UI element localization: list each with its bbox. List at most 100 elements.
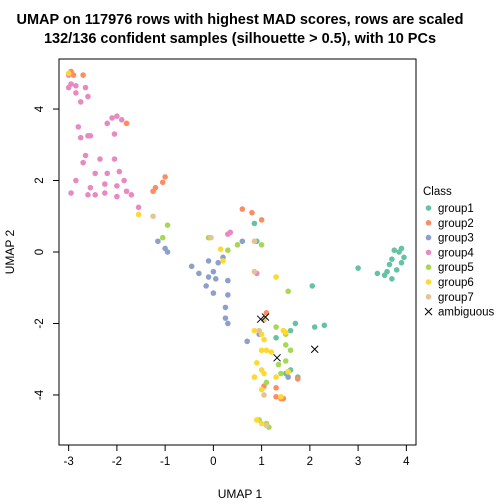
- x-tick-label: 2: [307, 456, 313, 468]
- group5-point: [234, 242, 241, 248]
- group6-point: [261, 336, 267, 343]
- legend: Class group1 group2 group3 group4 group5 grou…: [423, 186, 495, 319]
- group4-point: [73, 83, 79, 89]
- group5-point: [164, 222, 171, 228]
- group3-point: [203, 283, 209, 289]
- group4-point: [82, 84, 89, 91]
- group3-point: [205, 258, 212, 264]
- group7-point: [251, 268, 258, 275]
- group4-point: [87, 184, 94, 191]
- group1-point: [321, 322, 328, 329]
- group3-point: [205, 274, 212, 280]
- legend-item-group2: group2: [425, 218, 474, 230]
- group7-point: [261, 392, 267, 398]
- group5-point: [282, 342, 289, 348]
- group4-point: [73, 90, 79, 96]
- series-group6: [65, 70, 291, 427]
- group3-point: [196, 270, 202, 277]
- ambiguous-point: [256, 315, 265, 324]
- legend-label: group1: [438, 203, 474, 215]
- group1-point: [398, 259, 405, 266]
- y-tick-label: -4: [34, 389, 46, 400]
- group6-point: [251, 327, 258, 334]
- group1-point: [391, 247, 398, 254]
- chart-title-line-1: UMAP on 117976 rows with highest MAD sco…: [17, 12, 464, 28]
- group6-point: [278, 393, 284, 400]
- scatter-points: [65, 68, 407, 430]
- group7-point: [251, 238, 258, 245]
- group2-point: [295, 376, 301, 382]
- chart-title-line-2: 132/136 confident samples (silhouette > …: [44, 31, 436, 47]
- group5-point: [263, 379, 270, 386]
- group4-point: [135, 204, 142, 211]
- x-tick-label: 3: [355, 456, 361, 468]
- group6-point: [253, 359, 260, 366]
- group6-point: [285, 368, 291, 375]
- group7-point: [256, 327, 263, 334]
- group4-point: [92, 192, 98, 198]
- series-group5: [159, 222, 294, 430]
- group4-point: [114, 183, 120, 189]
- group1-point: [401, 254, 407, 261]
- group4-point: [85, 192, 91, 198]
- group2-point: [162, 174, 168, 180]
- legend-label: ambiguous: [438, 307, 495, 319]
- group6-point: [135, 211, 142, 218]
- group4-point: [75, 124, 82, 130]
- legend-swatch: [425, 220, 432, 226]
- group5-point: [282, 358, 289, 364]
- group5-point: [285, 288, 291, 295]
- legend-item-group3: group3: [425, 233, 474, 245]
- group5-point: [275, 361, 282, 368]
- series-group7: [150, 213, 270, 429]
- group1-point: [398, 245, 405, 252]
- group4-point: [111, 156, 118, 162]
- group3-point: [164, 249, 171, 255]
- legend-label: group2: [438, 218, 474, 230]
- legend-label: group5: [438, 262, 474, 274]
- legend-swatch: [425, 249, 432, 256]
- ambiguous-point: [273, 353, 281, 362]
- group4-point: [65, 84, 72, 91]
- group3-point: [188, 263, 195, 270]
- group3-point: [285, 374, 291, 380]
- group4-point: [123, 188, 130, 195]
- group3-point: [210, 268, 217, 275]
- legend-item-group5: group5: [425, 262, 474, 274]
- group4-point: [121, 177, 127, 184]
- legend-item-group6: group6: [425, 277, 474, 289]
- legend-label: group7: [438, 292, 474, 304]
- ambiguous-point: [310, 345, 319, 354]
- group1-point: [389, 256, 395, 262]
- legend-swatch: [425, 234, 432, 241]
- group2-point: [70, 72, 77, 78]
- group3-point: [225, 320, 231, 327]
- group4-point: [102, 190, 108, 196]
- group4-point: [92, 170, 98, 177]
- group1-point: [273, 334, 279, 341]
- group3-point: [212, 276, 219, 282]
- legend-swatch: [425, 279, 432, 285]
- group4-point: [114, 193, 120, 200]
- group6-point: [258, 386, 265, 393]
- group2-point: [258, 217, 265, 223]
- group4-point: [128, 192, 135, 198]
- group4-point: [73, 177, 79, 184]
- group4-point: [82, 152, 89, 159]
- x-tick-label: 0: [210, 456, 216, 468]
- group2-point: [80, 72, 86, 78]
- group3-point: [222, 304, 229, 311]
- series-ambiguous: [256, 313, 319, 362]
- group5-point: [273, 324, 279, 330]
- group4-point: [77, 134, 84, 141]
- group3-point: [239, 238, 246, 245]
- ambiguous-point: [261, 313, 270, 321]
- group2-point: [159, 179, 166, 186]
- group4-point: [80, 159, 86, 166]
- group4-point: [68, 190, 74, 196]
- group7-point: [150, 213, 156, 220]
- legend-item-group4: group4: [425, 247, 474, 259]
- group2-point: [249, 209, 255, 216]
- group5-point: [258, 242, 265, 248]
